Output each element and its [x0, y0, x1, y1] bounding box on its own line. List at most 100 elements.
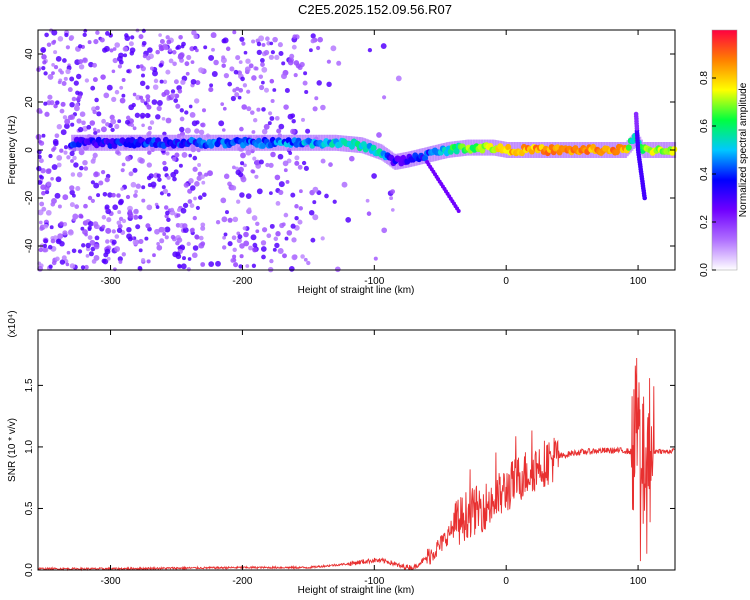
noise-point — [111, 69, 116, 74]
noise-point — [149, 120, 155, 125]
x-tick-label: -100 — [364, 576, 384, 587]
noise-point — [53, 140, 59, 147]
noise-point — [201, 180, 206, 185]
noise-point — [203, 45, 208, 50]
noise-point — [117, 64, 123, 69]
noise-point — [156, 100, 163, 106]
noise-point — [45, 168, 52, 175]
noise-point — [238, 60, 243, 65]
noise-point — [157, 177, 162, 182]
noise-point — [320, 104, 326, 111]
noise-point — [240, 76, 245, 82]
noise-point — [268, 191, 273, 196]
noise-point — [174, 152, 180, 158]
noise-point — [121, 252, 126, 257]
noise-point — [250, 169, 255, 174]
noise-point — [192, 245, 199, 251]
noise-point — [139, 80, 146, 87]
noise-point — [229, 66, 235, 72]
noise-point — [43, 71, 48, 76]
noise-point — [246, 89, 251, 94]
noise-point — [159, 79, 164, 84]
noise-point — [312, 200, 317, 205]
noise-point — [146, 259, 151, 264]
noise-point — [240, 161, 245, 166]
noise-point — [118, 52, 124, 59]
noise-point — [47, 73, 54, 80]
noise-point — [37, 154, 42, 159]
noise-point — [144, 112, 151, 119]
noise-point — [289, 53, 295, 59]
noise-point — [149, 66, 154, 71]
noise-point — [145, 94, 151, 100]
noise-point — [158, 63, 164, 68]
noise-point — [235, 166, 239, 171]
noise-point — [239, 36, 245, 42]
noise-point — [146, 204, 153, 211]
noise-point — [274, 174, 281, 181]
noise-point — [48, 264, 53, 269]
noise-point — [306, 260, 311, 266]
noise-point — [169, 207, 175, 212]
noise-point — [81, 243, 86, 248]
noise-point — [192, 215, 197, 221]
noise-point — [291, 118, 296, 124]
noise-point — [74, 102, 80, 108]
noise-point — [268, 162, 274, 168]
noise-point — [308, 209, 315, 216]
noise-point — [139, 112, 146, 119]
noise-point — [67, 229, 74, 236]
noise-point — [42, 243, 48, 248]
noise-point — [190, 185, 196, 191]
noise-point — [122, 46, 128, 52]
noise-point — [171, 156, 177, 162]
noise-point — [87, 195, 93, 201]
noise-point — [270, 151, 276, 158]
noise-point — [40, 167, 46, 174]
noise-point — [366, 211, 372, 216]
noise-point — [83, 28, 88, 33]
noise-point — [114, 89, 120, 95]
noise-point — [198, 242, 205, 249]
noise-point — [221, 55, 226, 60]
noise-point — [285, 179, 290, 184]
noise-point — [46, 42, 52, 47]
x-tick-label: -200 — [232, 276, 252, 287]
noise-point — [200, 122, 206, 128]
noise-point — [239, 254, 244, 259]
noise-point — [294, 215, 299, 221]
snr-frame — [37, 329, 676, 571]
noise-point — [176, 213, 181, 218]
noise-point — [286, 230, 293, 236]
noise-point — [223, 232, 228, 237]
noise-point — [278, 189, 284, 195]
noise-point — [93, 39, 99, 45]
noise-point — [133, 214, 139, 220]
noise-point — [91, 259, 97, 264]
noise-point — [256, 188, 263, 195]
noise-point — [209, 83, 214, 88]
noise-point — [310, 38, 316, 44]
noise-point — [223, 72, 230, 79]
noise-point — [130, 181, 137, 188]
noise-point — [38, 247, 44, 253]
colorbar-label: Normalized spectral amplitude — [738, 82, 749, 217]
noise-point — [36, 165, 42, 172]
y-tick-label: 0.5 — [24, 501, 35, 515]
noise-point — [291, 254, 298, 261]
noise-point — [279, 222, 285, 229]
ridge-halo — [629, 136, 632, 153]
noise-point — [330, 45, 337, 52]
noise-point — [63, 123, 70, 130]
noise-point — [69, 35, 75, 41]
noise-point — [92, 77, 98, 83]
noise-point — [248, 245, 253, 251]
noise-point — [245, 264, 250, 268]
x-tick-label: 100 — [630, 576, 647, 587]
noise-point — [288, 151, 293, 155]
noise-point — [186, 267, 191, 272]
noise-point — [243, 163, 247, 168]
noise-point — [141, 28, 146, 33]
noise-point — [95, 30, 100, 35]
noise-point — [312, 106, 318, 112]
